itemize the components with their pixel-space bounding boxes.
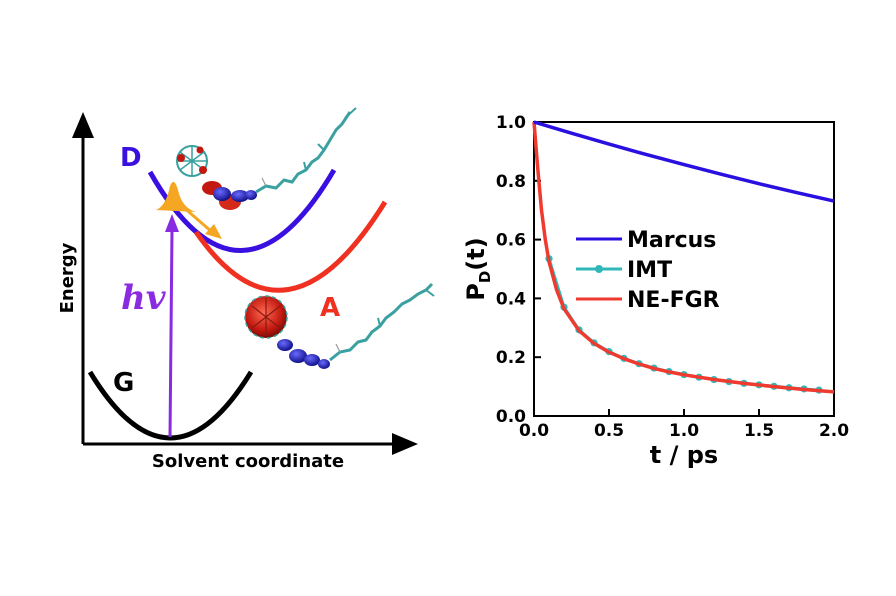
y-axis-label: PD(t)	[462, 237, 494, 300]
legend-marcus-label: Marcus	[627, 228, 716, 253]
acceptor-curve	[193, 200, 388, 293]
ground-curve	[87, 370, 254, 441]
series-ne-fgr-line	[532, 121, 835, 394]
x-tick-label: 2.0	[819, 421, 849, 441]
y-axis-label-sub: D	[476, 271, 494, 283]
y-tick-label: 0.0	[496, 407, 526, 427]
x-tick-label: 0.0	[519, 421, 549, 441]
acceptor-label: A	[320, 293, 340, 323]
y-tick-label: 0.8	[496, 172, 526, 192]
x-tick-label: 0.5	[594, 421, 624, 441]
molecule-donor-state	[176, 107, 357, 210]
y-tick-label: 0.4	[496, 289, 526, 309]
x-tick-label: 1.5	[744, 421, 774, 441]
schematic-x-arrowhead	[392, 433, 418, 455]
schematic-y-arrowhead	[72, 112, 94, 138]
x-axis-label: t / ps	[650, 441, 718, 469]
excitation-arrow	[168, 229, 174, 438]
wavepacket-icon	[156, 181, 196, 212]
legend-imt-label: IMT	[627, 258, 672, 283]
y-tick-label: 0.2	[496, 348, 526, 368]
schematic-y-label: Energy	[57, 242, 78, 313]
series-marcus-line	[533, 120, 835, 203]
wavepacket-arrowhead	[205, 224, 222, 239]
y-tick-label: 0.6	[496, 231, 526, 251]
y-axis-label-tail: (t)	[462, 237, 490, 270]
schematic-x-label: Solvent coordinate	[152, 451, 344, 472]
legend: Marcus IMT NE-FGR	[576, 228, 720, 313]
legend-imt-marker	[595, 265, 603, 273]
ground-label: G	[113, 368, 134, 398]
y-tick-label: 1.0	[496, 113, 526, 133]
wavepacket-arrow	[181, 204, 213, 234]
excitation-label: hv	[121, 278, 167, 318]
excitation-arrowhead	[165, 214, 179, 232]
donor-label: D	[120, 143, 142, 173]
series-group	[532, 120, 835, 394]
x-tick-label: 1.0	[669, 421, 699, 441]
series-imt-line	[547, 258, 820, 392]
y-axis-label-main: P	[462, 283, 490, 301]
molecule-acceptor-state	[244, 282, 435, 369]
legend-nefgr-label: NE-FGR	[627, 288, 720, 313]
tick-group: 0.0 0.5 1.0 1.5 2.0 0.0 0.2 0.4 0.6 0.8 1.0	[496, 113, 849, 441]
energy-schematic: Energy Solvent coordinate D A G hv	[57, 107, 435, 472]
population-plot: 0.0 0.5 1.0 1.5 2.0 0.0 0.2 0.4 0.6 0.8 1.0 t / ps…	[462, 113, 849, 469]
